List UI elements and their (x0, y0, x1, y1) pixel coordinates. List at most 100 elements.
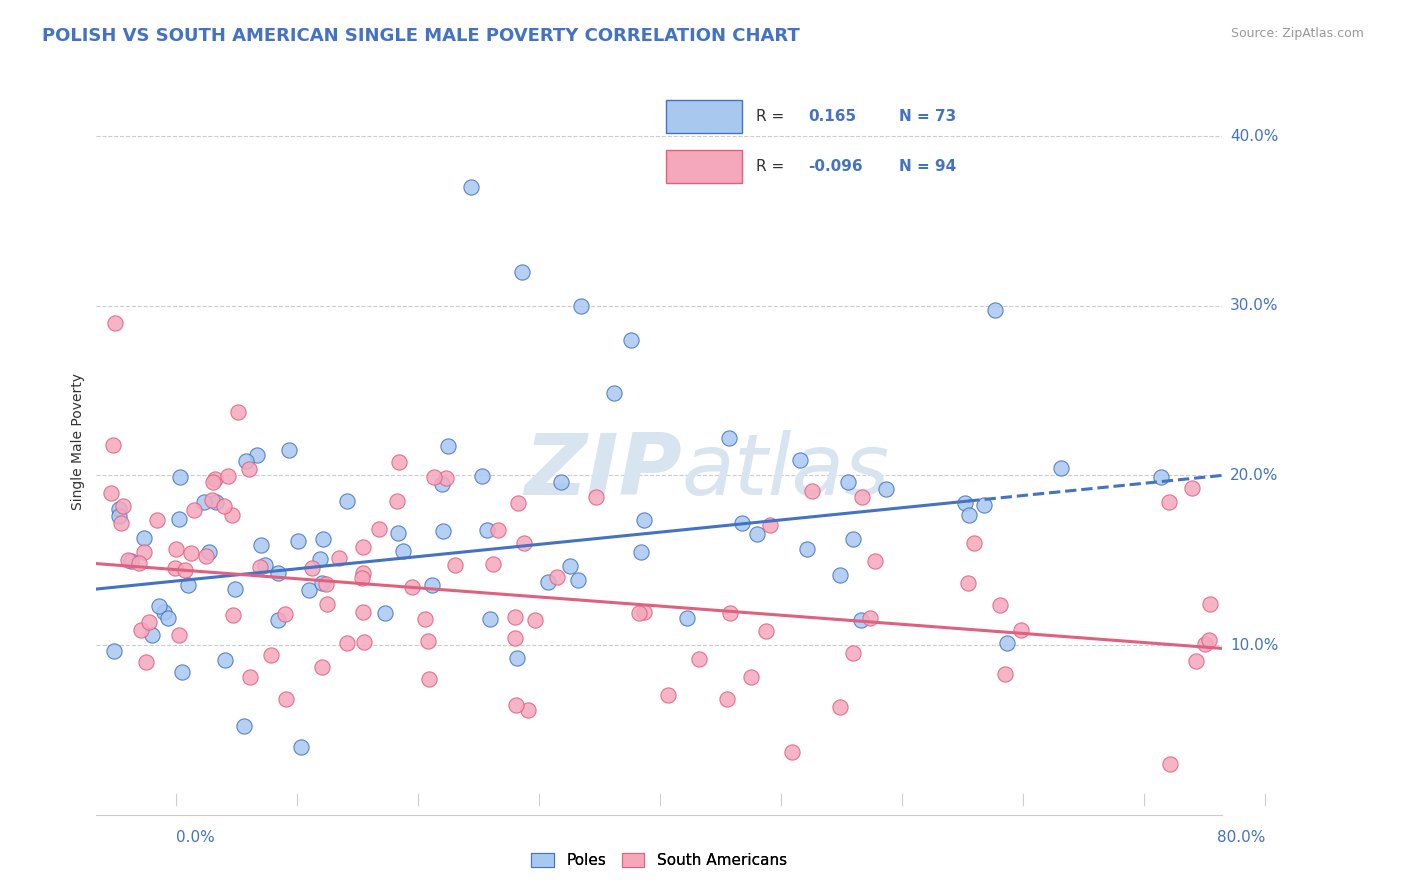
Point (633, 605, 655, 619)
Text: 40.0%: 40.0% (1230, 128, 1278, 144)
Text: R =: R = (756, 109, 789, 124)
Point (422, 470, 444, 484)
Point (558, 559, 581, 574)
Point (336, 494, 359, 508)
Point (471, 469, 494, 483)
Point (201, 493, 224, 508)
Point (676, 611, 699, 625)
Point (352, 540, 374, 554)
Text: POLISH VS SOUTH AMERICAN SINGLE MALE POVERTY CORRELATION CHART: POLISH VS SOUTH AMERICAN SINGLE MALE POV… (42, 27, 800, 45)
Point (387, 526, 409, 541)
Point (505, 698, 527, 712)
Point (141, 628, 163, 642)
Point (128, 557, 150, 571)
Point (789, 453, 811, 467)
Text: -0.096: -0.096 (808, 159, 863, 174)
Point (214, 653, 236, 667)
Point (413, 612, 436, 626)
Point (387, 493, 409, 508)
Point (193, 494, 215, 508)
Legend: Poles, South Americans: Poles, South Americans (524, 847, 793, 874)
Point (430, 477, 453, 491)
Text: 10.0%: 10.0% (1230, 638, 1278, 653)
Text: Source: ZipAtlas.com: Source: ZipAtlas.com (1230, 27, 1364, 40)
Point (995, 636, 1018, 650)
Point (183, 502, 205, 516)
Point (316, 597, 339, 611)
Point (955, 496, 977, 510)
Point (602, 385, 624, 400)
Text: 80.0%: 80.0% (1218, 830, 1265, 845)
Point (859, 610, 882, 624)
Point (311, 575, 333, 590)
Point (755, 624, 778, 638)
Point (962, 536, 984, 550)
Point (567, 573, 589, 587)
Point (503, 631, 526, 645)
Point (129, 623, 152, 637)
Point (801, 483, 824, 498)
Point (630, 545, 652, 559)
Point (104, 316, 127, 330)
Point (198, 545, 221, 559)
Point (437, 439, 460, 453)
Point (585, 490, 607, 504)
Point (479, 611, 502, 625)
Point (353, 635, 375, 649)
Point (254, 558, 277, 573)
Point (276, 692, 298, 706)
Point (110, 516, 132, 530)
Point (350, 571, 373, 585)
Point (328, 550, 350, 565)
Point (546, 570, 568, 584)
Point (657, 688, 679, 702)
Point (718, 431, 741, 445)
Point (517, 703, 540, 717)
Point (153, 605, 176, 619)
Point (830, 568, 852, 582)
Point (170, 665, 193, 679)
Point (239, 670, 262, 684)
Point (101, 438, 124, 452)
Point (367, 522, 389, 536)
Point (301, 561, 323, 575)
Point (226, 405, 249, 419)
Point (796, 542, 818, 557)
Point (957, 576, 980, 591)
Point (221, 508, 243, 522)
Point (510, 265, 533, 279)
Point (290, 739, 312, 754)
Point (165, 542, 187, 557)
Point (865, 554, 887, 568)
Point (336, 636, 359, 650)
Point (311, 660, 333, 674)
Point (352, 605, 374, 619)
Point (246, 449, 269, 463)
Point (205, 495, 228, 509)
Point (267, 613, 290, 627)
Point (112, 500, 135, 514)
Point (177, 578, 200, 592)
Point (1150, 469, 1173, 483)
Point (1159, 495, 1181, 509)
Point (688, 652, 710, 666)
Point (745, 527, 768, 541)
Text: ZIP: ZIP (524, 430, 682, 513)
Point (875, 483, 897, 497)
Point (312, 532, 335, 546)
Point (238, 462, 260, 476)
Point (731, 516, 754, 531)
Point (108, 502, 131, 516)
Point (740, 669, 762, 683)
Point (352, 566, 374, 580)
Point (716, 692, 738, 706)
Point (157, 611, 180, 625)
Point (512, 536, 534, 550)
Point (620, 333, 643, 347)
Point (418, 672, 440, 686)
Text: 0.165: 0.165 (808, 109, 856, 124)
Point (973, 498, 995, 512)
Point (260, 648, 283, 662)
Point (232, 719, 254, 733)
Text: 30.0%: 30.0% (1230, 299, 1278, 313)
